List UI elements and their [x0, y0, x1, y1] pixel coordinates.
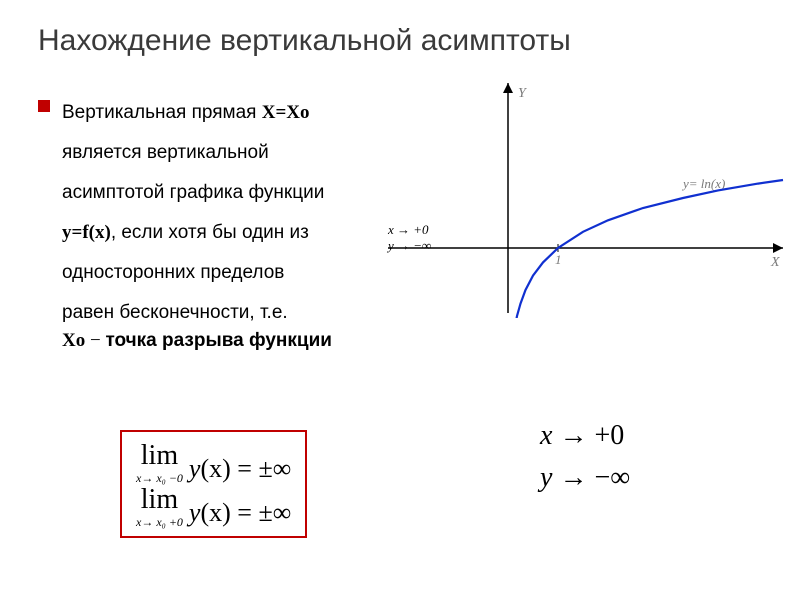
large-limit-annotation: x → +0 y → −∞ — [540, 415, 630, 499]
big-annot-line-1: x → +0 — [540, 415, 630, 457]
lim-expr-1: y(x) = ±∞ — [189, 454, 291, 484]
xo-var: Xo — [62, 330, 85, 351]
lim-sub-minus: x→ x₀ −0 — [136, 472, 183, 484]
body-paragraph: Вертикальная прямая X=Xo является вертик… — [62, 93, 372, 333]
axis-limit-annotation: x → +0 y → −∞ — [388, 222, 431, 255]
body-line-1a: Вертикальная прямая — [62, 102, 262, 123]
body-line-2: является вертикальной — [62, 142, 269, 163]
body-line-5: односторонних пределов — [62, 262, 284, 283]
lim-word-2: lim — [141, 486, 178, 514]
limit-row-minus: lim x→ x₀ −0 y(x) = ±∞ — [136, 442, 291, 484]
svg-text:X: X — [770, 255, 780, 270]
limit-row-plus: lim x→ x₀ +0 y(x) = ±∞ — [136, 486, 291, 528]
svg-text:1: 1 — [555, 252, 562, 267]
xo-text: точка разрыва функции — [105, 330, 332, 351]
body-var-xxo: X=Xo — [262, 102, 310, 123]
body-line-6: равен бесконечности, т.е. — [62, 302, 288, 323]
lim-word: lim — [141, 442, 178, 470]
limit-formula-box: lim x→ x₀ −0 y(x) = ±∞ lim x→ x₀ +0 y(x)… — [120, 430, 307, 538]
big-annot-line-2: y → −∞ — [540, 457, 630, 499]
svg-text:y= ln(x): y= ln(x) — [681, 176, 725, 191]
body-var-yfx: y=f(x) — [62, 222, 111, 243]
annot-line-2: y → −∞ — [388, 238, 431, 254]
slide-title: Нахождение вертикальной асимптоты — [38, 24, 571, 58]
xo-dash: − — [85, 330, 105, 351]
ln-chart: 1 X Yy= ln(x) — [388, 78, 793, 318]
bullet-icon — [38, 100, 50, 112]
svg-text:Y: Y — [518, 86, 528, 101]
body-line-3: асимптотой графика функции — [62, 182, 324, 203]
annot-line-1: x → +0 — [388, 222, 431, 238]
lim-expr-2: y(x) = ±∞ — [189, 498, 291, 528]
lim-sub-plus: x→ x₀ +0 — [136, 516, 183, 528]
body-line-4b: , если хотя бы один из — [111, 222, 309, 243]
xo-note: Xo − точка разрыва функции — [62, 330, 332, 352]
